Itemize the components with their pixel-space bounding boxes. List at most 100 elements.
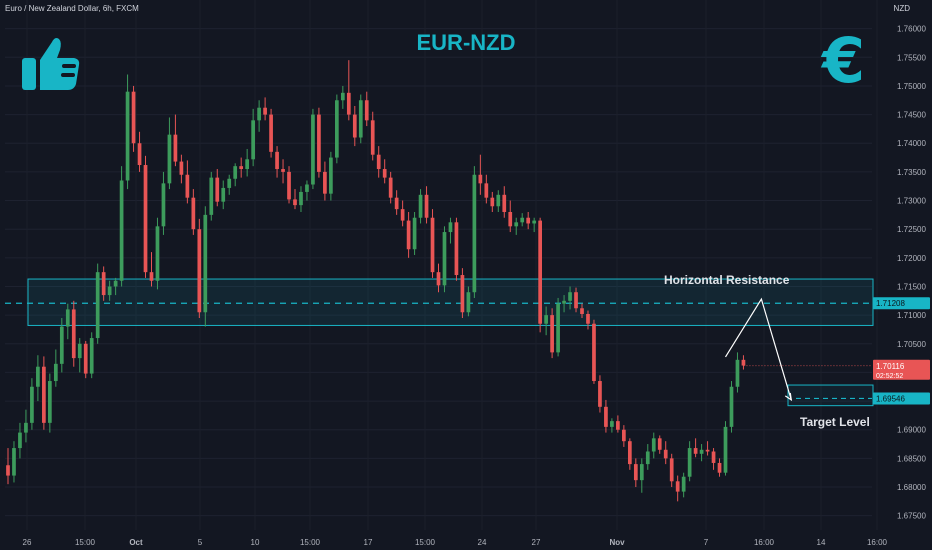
y-tick-label: 1.67500 [897, 512, 926, 521]
candle-body [125, 91, 130, 181]
candle-body [12, 448, 16, 476]
candle-body [167, 134, 172, 184]
x-tick-label: 17 [364, 538, 373, 547]
candle-body [508, 212, 513, 227]
candle-body [299, 191, 303, 206]
candle-body [711, 451, 716, 463]
candle-body [269, 114, 273, 152]
candle-body [442, 232, 447, 286]
candle-body [197, 229, 202, 313]
candle-body [173, 134, 178, 162]
y-tick-label: 1.68000 [897, 483, 926, 492]
candle-body [24, 422, 28, 433]
x-tick-label: Oct [129, 538, 143, 547]
candle-body [358, 100, 363, 138]
time-axis: 26 15:00 Oct 5 10 15:00 17 15:00 24 27 Nov 7 16:00 14… [23, 538, 888, 547]
candle-body [400, 209, 405, 221]
candle-body [89, 338, 94, 374]
candle-body [645, 451, 650, 465]
y-tick-label: 1.69000 [897, 426, 926, 435]
candle-body [376, 154, 381, 170]
candle-body [65, 309, 70, 327]
countdown-label: 02:52:52 [876, 373, 903, 380]
candle-body [346, 92, 351, 115]
candle-body [556, 303, 560, 353]
candle-body [257, 107, 261, 121]
candle-body [191, 197, 196, 230]
candle-body [329, 157, 333, 194]
candle-body [18, 432, 22, 449]
candle-body [275, 151, 279, 170]
y-tick-label: 1.72000 [897, 254, 926, 263]
price-axis: 1.76000 1.75500 1.75000 1.74500 1.74000 1.735… [873, 25, 930, 521]
candle-body [382, 169, 387, 178]
candle-body [161, 183, 166, 227]
y-tick-label: 1.76000 [897, 25, 926, 34]
candle-body [723, 426, 728, 473]
x-tick-label: 14 [817, 538, 826, 547]
y-tick-label: 1.74500 [897, 111, 926, 120]
candle-body [598, 381, 602, 407]
candle-body [681, 476, 686, 492]
candle-body [131, 91, 136, 144]
candle-body [484, 183, 489, 198]
candle-body [639, 464, 644, 481]
candle-body [287, 171, 291, 200]
candle-body [622, 429, 626, 442]
chart-grid [5, 0, 878, 530]
candle-body [616, 421, 620, 430]
candle-body [239, 166, 244, 170]
y-tick-label: 1.70500 [897, 340, 926, 349]
svg-text:1.69546: 1.69546 [876, 394, 905, 403]
symbol-title: Euro / New Zealand Dollar, 6h, FXCM [5, 4, 139, 13]
candle-body [388, 177, 393, 198]
candle-body [574, 292, 578, 309]
candle-body [430, 217, 435, 273]
candle-body [466, 292, 471, 313]
candle-body [340, 92, 345, 101]
candle-body [544, 315, 548, 324]
x-tick-label: 7 [704, 538, 709, 547]
candle-body [215, 177, 220, 202]
candle-body [370, 120, 375, 155]
candle-body [627, 441, 632, 465]
candle-body [47, 381, 52, 423]
candle-body [394, 197, 399, 210]
candle-body [735, 359, 740, 387]
candle-body [203, 214, 208, 313]
x-tick-label: 15:00 [75, 538, 96, 547]
overlay-layer [724, 297, 872, 402]
candle-body [526, 217, 531, 224]
candle-body [30, 386, 34, 423]
candle-body [717, 462, 722, 473]
candle-body [514, 222, 519, 227]
target-zone [787, 384, 874, 407]
candle-body [496, 194, 501, 207]
candle-body [436, 272, 441, 286]
candle-body [490, 197, 495, 207]
candle-body [418, 194, 423, 218]
candle-body [352, 114, 357, 138]
candle-body [233, 166, 238, 179]
x-tick-label: 27 [532, 538, 541, 547]
x-tick-label: 5 [198, 538, 203, 547]
candle-body [705, 449, 710, 452]
candle-body [580, 308, 584, 314]
candle-body [179, 161, 184, 175]
candle-body [693, 448, 698, 454]
candle-body [424, 194, 429, 218]
candle-body [293, 199, 297, 206]
candle-body [149, 272, 154, 281]
candle-body [281, 169, 285, 172]
candle-body [227, 178, 232, 188]
y-tick-label: 1.73000 [897, 197, 926, 206]
candle-body [741, 359, 746, 366]
y-tick-label: 1.74000 [897, 139, 926, 148]
target-label: Target Level [800, 415, 870, 429]
candle-body [143, 165, 148, 273]
candle-body [448, 222, 453, 233]
candle-body [305, 184, 309, 192]
resistance-label: Horizontal Resistance [664, 273, 790, 287]
zones-layer [5, 278, 886, 407]
